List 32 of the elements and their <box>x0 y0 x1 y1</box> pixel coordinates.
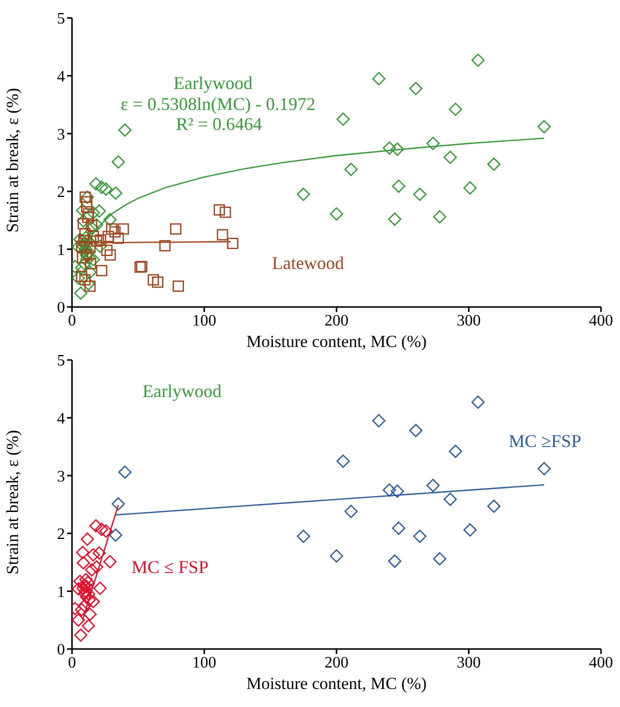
annotation: R² = 0.6464 <box>176 114 262 134</box>
y-tick-label: 2 <box>57 184 65 202</box>
y-axis-title: Strain at break, ε (%) <box>3 430 22 574</box>
y-tick-label: 2 <box>57 526 65 544</box>
y-tick-label: 1 <box>57 584 65 601</box>
y-tick-label: 4 <box>57 410 65 428</box>
series-label: MC ≥FSP <box>508 431 582 451</box>
annotation: ε = 0.5308ln(MC) - 0.1972 <box>120 94 316 114</box>
y-axis-title: Strain at break, ε (%) <box>3 88 22 232</box>
annotation: Earlywood <box>142 381 222 401</box>
y-tick-label: 1 <box>57 242 65 259</box>
x-tick-label: 0 <box>68 312 76 330</box>
y-tick-label: 0 <box>57 642 65 659</box>
x-tick-label: 200 <box>324 312 348 330</box>
y-tick-label: 5 <box>57 10 65 28</box>
y-tick-label: 5 <box>57 352 65 370</box>
x-tick-label: 100 <box>192 654 216 672</box>
x-tick-label: 300 <box>456 312 481 330</box>
x-tick-label: 400 <box>589 312 613 330</box>
x-tick-label: 300 <box>456 654 481 672</box>
x-tick-label: 100 <box>192 312 216 330</box>
text: Earlywood <box>174 73 252 93</box>
x-tick-label: 200 <box>324 654 348 672</box>
y-tick-label: 0 <box>57 300 65 317</box>
series-label: Latewood <box>272 253 344 273</box>
series-label: MC ≤ FSP <box>132 557 208 577</box>
x-tick-label: 400 <box>589 654 613 672</box>
y-tick-label: 4 <box>57 68 65 86</box>
y-tick-label: 3 <box>57 468 65 486</box>
y-tick-label: 3 <box>57 126 65 144</box>
x-axis-title: Moisture content, MC (%) <box>246 674 427 693</box>
x-tick-label: 0 <box>68 654 76 672</box>
